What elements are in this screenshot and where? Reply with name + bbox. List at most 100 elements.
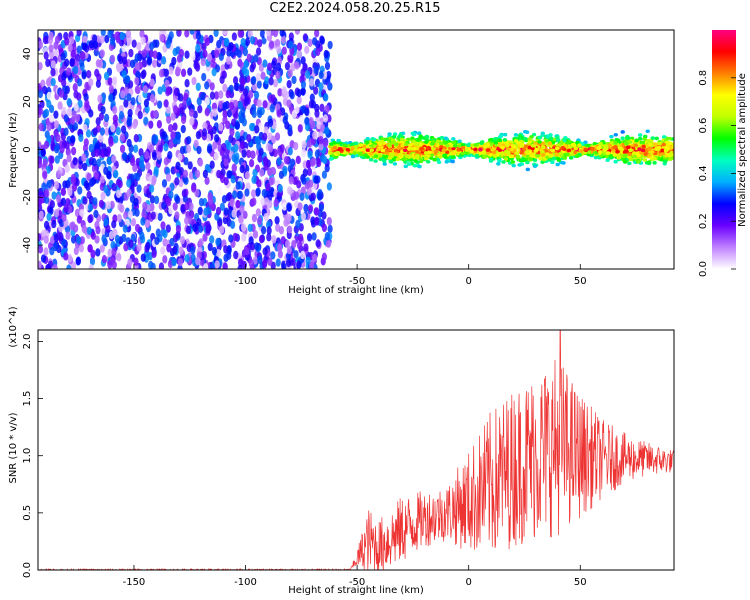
spectrogram-cell xyxy=(225,120,231,130)
spectrogram-cell xyxy=(79,209,85,218)
spectrogram-x-tick-label: -50 xyxy=(349,276,365,287)
spectrogram-cell xyxy=(241,233,247,242)
spectrogram-cell xyxy=(505,143,510,148)
spectrogram-cell xyxy=(112,105,118,115)
spectrogram-cell xyxy=(180,115,187,125)
spectrogram-cell xyxy=(120,90,126,99)
spectrogram-cell xyxy=(157,86,163,95)
spectrogram-cell xyxy=(328,151,333,156)
spectrogram-cell xyxy=(44,189,50,198)
spectrogram-cell xyxy=(185,225,191,235)
spectrogram-cell xyxy=(406,162,412,166)
snr-x-tick-label: -100 xyxy=(234,577,257,588)
spectrogram-cell xyxy=(317,192,323,201)
spectrogram-cell xyxy=(583,147,588,152)
spectrogram-cell xyxy=(38,122,44,132)
spectrogram-cell xyxy=(370,137,375,141)
snr-y-tick-label: 2.0 xyxy=(22,333,33,349)
spectrogram-cell xyxy=(647,142,653,147)
spectrogram-cell xyxy=(140,217,146,226)
spectrogram-cell xyxy=(290,63,296,72)
spectrogram-cell xyxy=(568,156,574,160)
spectrogram-cell xyxy=(121,44,127,53)
spectrogram-cell xyxy=(410,136,415,140)
spectrogram-cell xyxy=(119,144,126,153)
spectrogram-cell xyxy=(69,57,75,67)
spectrogram-cell xyxy=(134,62,140,71)
spectrogram-cell xyxy=(296,95,302,105)
spectrogram-cell xyxy=(426,154,431,158)
spectrogram-cell xyxy=(179,106,185,116)
spectrogram-cell xyxy=(517,133,523,138)
spectrogram-cell xyxy=(568,151,574,155)
snr-x-axis-label: Height of straight line (km) xyxy=(288,585,424,596)
spectrogram-cell xyxy=(207,196,214,206)
spectrogram-cell xyxy=(66,154,72,163)
spectrogram-cell xyxy=(202,121,208,131)
spectrogram-cell xyxy=(58,89,65,98)
spectrogram-cell xyxy=(229,220,236,229)
spectrogram-cell xyxy=(262,59,268,68)
spectrogram-cell xyxy=(133,257,139,266)
spectrogram-cell xyxy=(151,59,158,68)
spectrogram-cell xyxy=(473,143,478,147)
spectrogram-cell xyxy=(250,36,256,45)
spectrogram-cell xyxy=(225,193,231,202)
spectrogram-cell xyxy=(501,160,506,164)
spectrogram-cell xyxy=(525,154,531,159)
spectrogram-cell xyxy=(664,140,669,145)
spectrogram-cell xyxy=(53,233,59,242)
spectrogram-cell xyxy=(271,235,277,244)
spectrogram-cell xyxy=(279,30,285,37)
spectrogram-cell xyxy=(247,223,253,233)
spectrogram-cell xyxy=(202,169,208,179)
snr-y-tick-label: 0.0 xyxy=(22,562,33,578)
spectrogram-cell xyxy=(115,189,122,199)
snr-x-tick-label: 50 xyxy=(574,577,587,588)
spectrogram-cell xyxy=(263,126,269,135)
spectrogram-cell xyxy=(164,167,171,176)
spectrogram-cell xyxy=(151,134,157,143)
spectrogram-cell xyxy=(127,108,133,118)
spectrogram-cell xyxy=(271,60,277,69)
spectrogram-cell xyxy=(92,34,98,43)
spectrogram-cell xyxy=(53,208,60,218)
spectrogram-cell xyxy=(104,127,110,136)
spectrogram-cell xyxy=(73,224,79,233)
spectrogram-cell xyxy=(571,142,576,147)
spectrogram-cell xyxy=(509,154,514,159)
spectrogram-cell xyxy=(264,76,270,85)
spectrogram-cell xyxy=(277,250,283,259)
spectrogram-cell xyxy=(289,91,295,100)
spectrogram-cell xyxy=(149,195,156,204)
spectrogram-cell xyxy=(195,31,202,40)
spectrogram-cell xyxy=(416,131,422,136)
spectrogram-cell xyxy=(444,159,449,164)
spectrogram-cell xyxy=(605,158,610,163)
spectrogram-cell xyxy=(128,48,134,58)
spectrogram-cell xyxy=(409,158,414,162)
spectrogram-cell xyxy=(488,138,493,142)
spectrogram-cell xyxy=(597,150,603,154)
spectrogram-cell xyxy=(38,245,44,254)
spectrogram-cell xyxy=(175,224,182,234)
spectrogram-cell xyxy=(200,57,206,67)
spectrogram-cell xyxy=(215,206,222,216)
spectrogram-cell xyxy=(528,157,533,161)
spectrogram-cell xyxy=(656,141,662,146)
spectrogram-cell xyxy=(78,133,84,143)
spectrogram-cell xyxy=(238,215,244,224)
spectrogram-cell xyxy=(286,80,292,89)
spectrogram-cell xyxy=(304,116,310,126)
spectrogram-cell xyxy=(195,130,201,140)
spectrogram-cell xyxy=(382,159,387,163)
spectrogram-cell xyxy=(310,192,316,201)
spectrogram-cell xyxy=(87,214,93,224)
spectrogram-cell xyxy=(54,145,60,154)
spectrogram-cell xyxy=(605,151,611,155)
spectrogram-cell xyxy=(562,156,568,160)
spectrogram-cell xyxy=(248,259,254,268)
spectrogram-cell xyxy=(107,248,113,257)
spectrogram-cell xyxy=(250,150,256,159)
spectrogram-cell xyxy=(105,201,111,210)
